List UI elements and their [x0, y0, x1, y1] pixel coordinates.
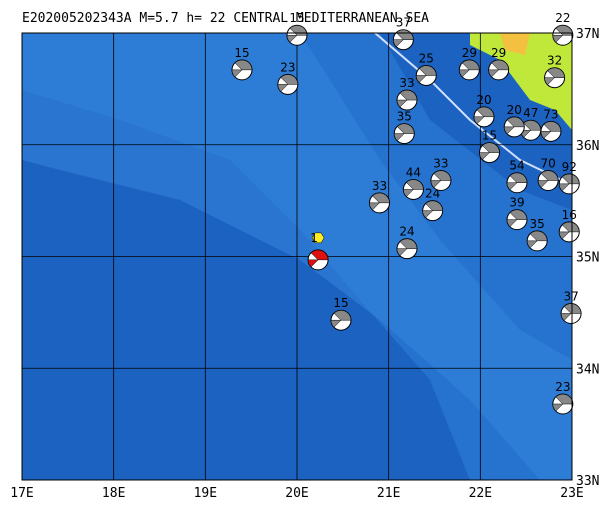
depth-label: 29 — [462, 46, 477, 60]
beachball-lobe — [560, 303, 582, 321]
beachball-lobe — [544, 67, 565, 86]
depth-label: 24 — [425, 187, 440, 201]
depth-label: 35 — [397, 110, 412, 124]
land — [470, 33, 572, 130]
lon-label: 22E — [469, 486, 492, 501]
beachball-lobe — [506, 172, 528, 191]
beachball-lobe — [330, 310, 352, 328]
depth-label: 25 — [419, 51, 434, 65]
depth-label: 33 — [399, 76, 414, 90]
plate-boundary — [374, 32, 573, 186]
depth-label: 20 — [476, 93, 491, 107]
beachball-lobe — [558, 221, 580, 240]
depth-label: 37 — [396, 16, 411, 30]
beachball-lobe — [537, 170, 559, 188]
lat-label: 36N — [576, 139, 599, 154]
beachball-lobe — [286, 25, 308, 43]
beachball-lobe — [526, 230, 548, 249]
beachball-lobe — [552, 393, 574, 412]
depth-label: 24 — [399, 225, 414, 239]
beachball-lobe — [430, 170, 452, 188]
lon-label: 20E — [285, 486, 308, 501]
depth-label: 33 — [433, 157, 448, 171]
lat-label: 33N — [576, 474, 599, 489]
depth-label: 47 — [523, 106, 538, 120]
lon-label: 19E — [194, 486, 217, 501]
beachball-lobe — [369, 192, 390, 211]
lon-label: 18E — [102, 486, 125, 501]
beachball-lobe — [459, 59, 480, 78]
depth-label: 70 — [541, 157, 556, 171]
depth-label: 32 — [547, 54, 562, 68]
beachball-lobe — [307, 249, 329, 268]
beachball-lobe — [506, 209, 528, 227]
depth-label: 23 — [555, 380, 570, 394]
beachball-lobe — [415, 65, 437, 83]
depth-label: 15 — [333, 296, 348, 310]
depth-label: 35 — [530, 217, 545, 231]
depth-label: 54 — [509, 159, 524, 173]
beachball-lobe — [473, 106, 495, 125]
depth-label: 15 — [482, 129, 497, 143]
main-event-label: 1 — [310, 231, 318, 245]
beachball-lobe — [396, 89, 418, 108]
depth-label: 33 — [372, 179, 387, 193]
land-high — [500, 33, 530, 55]
lon-label: 21E — [377, 486, 400, 501]
beachball-lobe — [393, 29, 414, 48]
depth-label: 20 — [507, 103, 522, 117]
map-title: E202005202343A M=5.7 h= 22 CENTRAL MEDIT… — [22, 11, 429, 26]
lat-label: 34N — [576, 362, 599, 377]
beachball-lobe — [520, 120, 542, 138]
beachball-lobe — [503, 116, 525, 135]
beachball-lobe — [540, 121, 562, 139]
beachball-lobe — [552, 25, 574, 43]
beachball-lobe — [396, 238, 418, 257]
depth-label: 39 — [509, 196, 524, 210]
depth-label: 22 — [555, 11, 570, 25]
depth-label: 15 — [234, 46, 249, 60]
depth-label: 23 — [280, 60, 295, 74]
depth-label: 73 — [543, 107, 558, 121]
beachball-lobe — [231, 59, 253, 78]
map-frame — [21, 32, 573, 481]
hexagon-marker — [311, 232, 325, 244]
beachball-lobe — [479, 142, 500, 160]
beachball-lobe — [403, 179, 424, 197]
depth-label: 92 — [562, 160, 577, 174]
depth-label: 29 — [491, 46, 506, 60]
lon-label: 23E — [560, 486, 583, 501]
depth-label: 16 — [562, 208, 577, 222]
beachball-lobe — [422, 200, 443, 219]
beachball-lobe — [558, 173, 580, 192]
beachball-lobe — [488, 59, 509, 78]
beachball-lobe — [393, 123, 415, 141]
lat-label: 37N — [576, 27, 599, 42]
depth-label: 37 — [563, 289, 578, 303]
depth-label: 44 — [406, 165, 421, 179]
beachball-lobe — [277, 74, 299, 92]
lon-label: 17E — [10, 486, 33, 501]
lat-label: 35N — [576, 251, 599, 266]
depth-label: 15 — [289, 11, 304, 25]
